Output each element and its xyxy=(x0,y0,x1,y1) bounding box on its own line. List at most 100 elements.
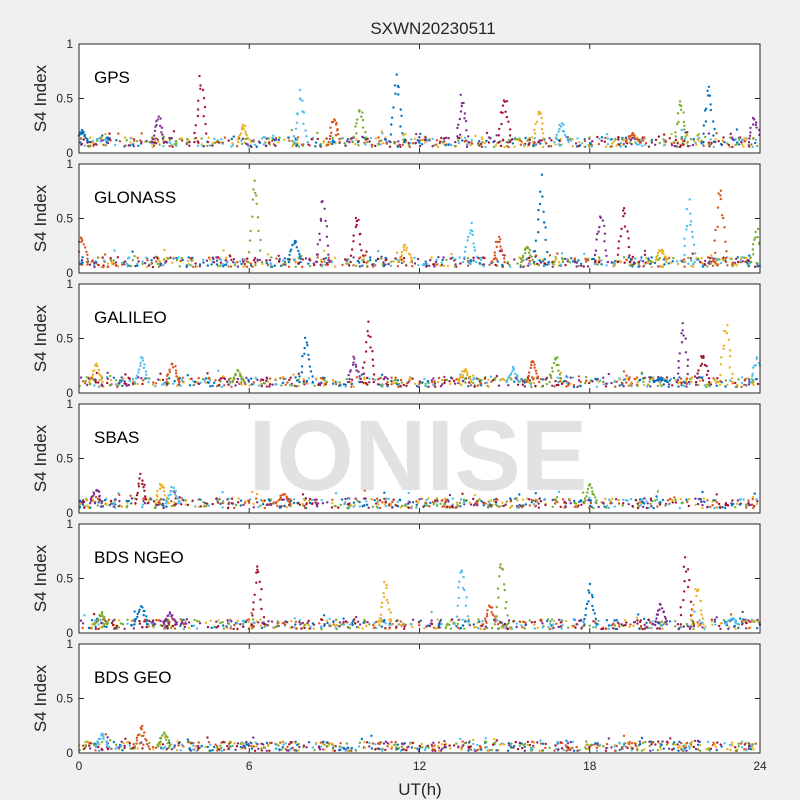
data-point xyxy=(174,369,178,372)
data-point xyxy=(324,257,327,260)
data-point xyxy=(366,140,369,144)
data-point xyxy=(632,263,635,266)
data-point xyxy=(524,503,528,506)
data-point xyxy=(557,625,560,629)
data-point xyxy=(429,258,432,262)
data-point xyxy=(600,259,603,262)
data-point xyxy=(81,261,84,264)
data-point xyxy=(352,355,355,358)
data-point xyxy=(703,363,707,367)
data-point xyxy=(584,607,588,610)
data-point xyxy=(696,134,699,137)
data-point xyxy=(290,619,293,623)
data-point xyxy=(337,506,340,509)
data-point xyxy=(397,140,400,143)
data-point xyxy=(323,260,326,263)
data-point xyxy=(102,265,105,269)
data-point xyxy=(594,621,597,624)
data-point xyxy=(265,137,268,140)
data-point xyxy=(201,377,205,381)
data-point xyxy=(598,258,601,261)
data-point xyxy=(79,499,82,502)
data-point xyxy=(721,139,724,142)
data-point xyxy=(468,623,471,626)
data-point xyxy=(362,621,365,624)
data-point xyxy=(154,502,157,505)
data-point xyxy=(627,378,631,381)
data-point xyxy=(684,135,687,138)
data-point xyxy=(115,264,118,267)
data-point xyxy=(747,140,751,144)
data-point xyxy=(211,502,214,506)
data-point xyxy=(293,239,297,243)
data-point xyxy=(242,622,245,626)
data-point xyxy=(237,135,240,139)
data-point xyxy=(756,627,759,630)
data-point xyxy=(662,747,665,750)
data-point xyxy=(398,258,402,261)
data-point xyxy=(704,259,707,263)
data-point xyxy=(187,256,190,259)
data-point xyxy=(320,745,323,748)
data-point xyxy=(348,504,351,508)
data-point xyxy=(169,256,172,259)
data-point xyxy=(504,110,507,114)
data-point xyxy=(443,375,446,379)
data-point xyxy=(640,749,644,752)
data-point xyxy=(221,263,225,266)
data-point xyxy=(130,136,133,140)
data-point xyxy=(567,384,570,387)
data-point xyxy=(567,140,570,144)
data-point xyxy=(519,265,522,269)
data-point xyxy=(502,624,505,627)
data-point xyxy=(672,376,676,380)
data-point xyxy=(678,376,681,379)
data-point xyxy=(480,256,483,259)
data-point xyxy=(525,380,528,384)
data-point xyxy=(339,742,342,745)
data-point xyxy=(314,145,317,148)
data-point xyxy=(92,612,96,616)
data-point xyxy=(125,384,128,387)
data-point xyxy=(679,497,682,501)
data-point xyxy=(378,377,381,380)
data-point xyxy=(92,493,96,496)
data-point xyxy=(493,251,496,254)
data-point xyxy=(628,376,631,379)
data-point xyxy=(503,257,506,260)
data-point xyxy=(79,131,82,134)
data-point xyxy=(381,132,384,135)
data-point xyxy=(724,385,727,388)
data-point xyxy=(358,375,361,378)
y-axis-label: S4 Index xyxy=(31,304,50,372)
data-point xyxy=(556,252,559,255)
data-point xyxy=(431,137,434,141)
data-point xyxy=(715,506,718,509)
data-point xyxy=(528,619,531,622)
data-point xyxy=(219,261,223,264)
data-point xyxy=(284,742,287,745)
data-point xyxy=(645,385,649,388)
data-point xyxy=(581,142,584,145)
data-point xyxy=(474,625,478,629)
data-point xyxy=(582,491,585,494)
data-point xyxy=(252,601,255,604)
data-point xyxy=(474,134,477,138)
data-point xyxy=(494,144,498,147)
data-point xyxy=(154,137,158,140)
data-point xyxy=(205,505,208,508)
data-point xyxy=(307,623,310,627)
data-point xyxy=(101,134,104,137)
data-point xyxy=(685,228,688,231)
data-point xyxy=(731,380,734,384)
data-point xyxy=(722,256,725,259)
data-point xyxy=(355,138,358,141)
data-point xyxy=(345,378,348,381)
data-point xyxy=(458,580,461,583)
data-point xyxy=(689,212,692,215)
data-point xyxy=(501,263,504,267)
data-point xyxy=(737,143,741,146)
data-point xyxy=(577,144,580,148)
data-point xyxy=(661,627,664,630)
